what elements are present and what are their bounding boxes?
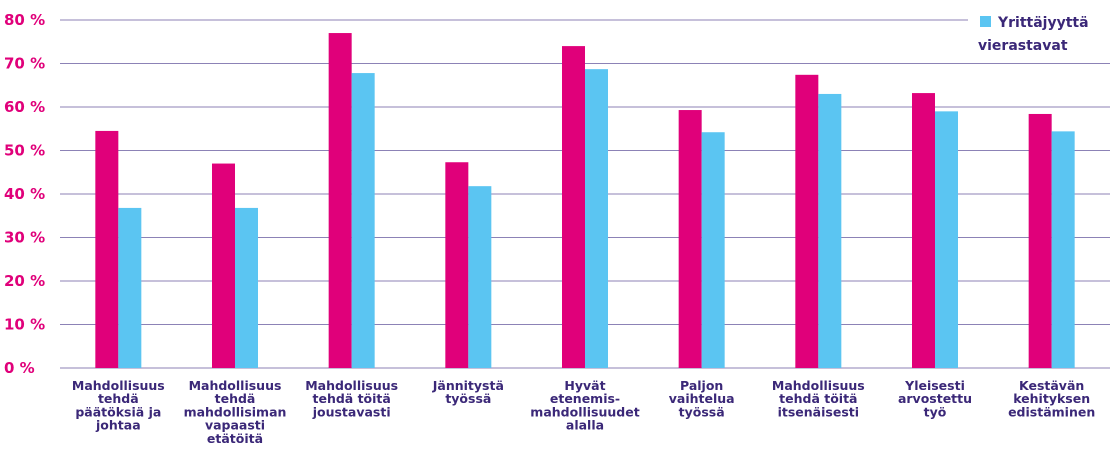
bar [701, 132, 725, 368]
bar [818, 93, 842, 368]
y-tick-label: 10 % [4, 316, 45, 334]
bar [351, 73, 375, 368]
bar [235, 207, 258, 368]
bar [935, 111, 958, 368]
legend-swatch [980, 16, 991, 27]
y-tick-label: 80 % [4, 11, 45, 29]
y-tick-label: 60 % [4, 98, 45, 116]
y-tick-label: 50 % [4, 142, 45, 160]
x-tick-label: Mahdollisuus tehdä päätöksiä ja johtaa [72, 378, 165, 433]
y-tick-label: 0 % [4, 359, 35, 377]
x-tick-label: Paljon vaihtelua työssä [669, 378, 735, 419]
bar [1051, 131, 1075, 368]
bar [212, 163, 235, 368]
x-tick-label: Mahdollisuus tehdä töitä itsenäisesti [772, 378, 865, 419]
bar [328, 33, 352, 369]
bar [585, 69, 608, 368]
bar [118, 207, 142, 368]
x-axis-labels: Mahdollisuus tehdä päätöksiä ja johtaa Mahdo… [72, 378, 1095, 446]
bar [95, 130, 119, 368]
bar [562, 46, 585, 368]
x-tick-label: Jännitystä työssä [432, 378, 504, 406]
x-tick-label: Yleisesti arvostettu työ [898, 378, 972, 419]
x-tick-label: Mahdollisuus tehdä mahdollisiman vapaasti et… [184, 378, 287, 446]
bar [445, 162, 469, 368]
y-axis-ticks: 0 % 10 % 20 % 30 % 40 % 50 % 60 % 70 % 80 % [4, 11, 45, 377]
bar [912, 93, 935, 368]
legend-label-line-1: Yrittäjyyttä [997, 15, 1089, 31]
bar [678, 110, 702, 369]
bar [795, 74, 819, 368]
y-tick-label: 20 % [4, 272, 45, 290]
bars [95, 33, 1075, 369]
y-tick-label: 30 % [4, 229, 45, 247]
legend-label-line-2: vierastavat [978, 38, 1068, 54]
y-tick-label: 40 % [4, 185, 45, 203]
legend: Yrittäjyyttä vierastavat [978, 15, 1089, 54]
x-tick-label: Hyvät etenemis-mahdollisuudet alalla [530, 378, 639, 433]
y-tick-label: 70 % [4, 55, 45, 73]
bar [1028, 113, 1052, 369]
bar [468, 186, 492, 368]
x-tick-label: Kestävän kehityksen edistäminen [1008, 378, 1095, 419]
x-tick-label: Mahdollisuus tehdä töitä joustavasti [305, 378, 398, 419]
